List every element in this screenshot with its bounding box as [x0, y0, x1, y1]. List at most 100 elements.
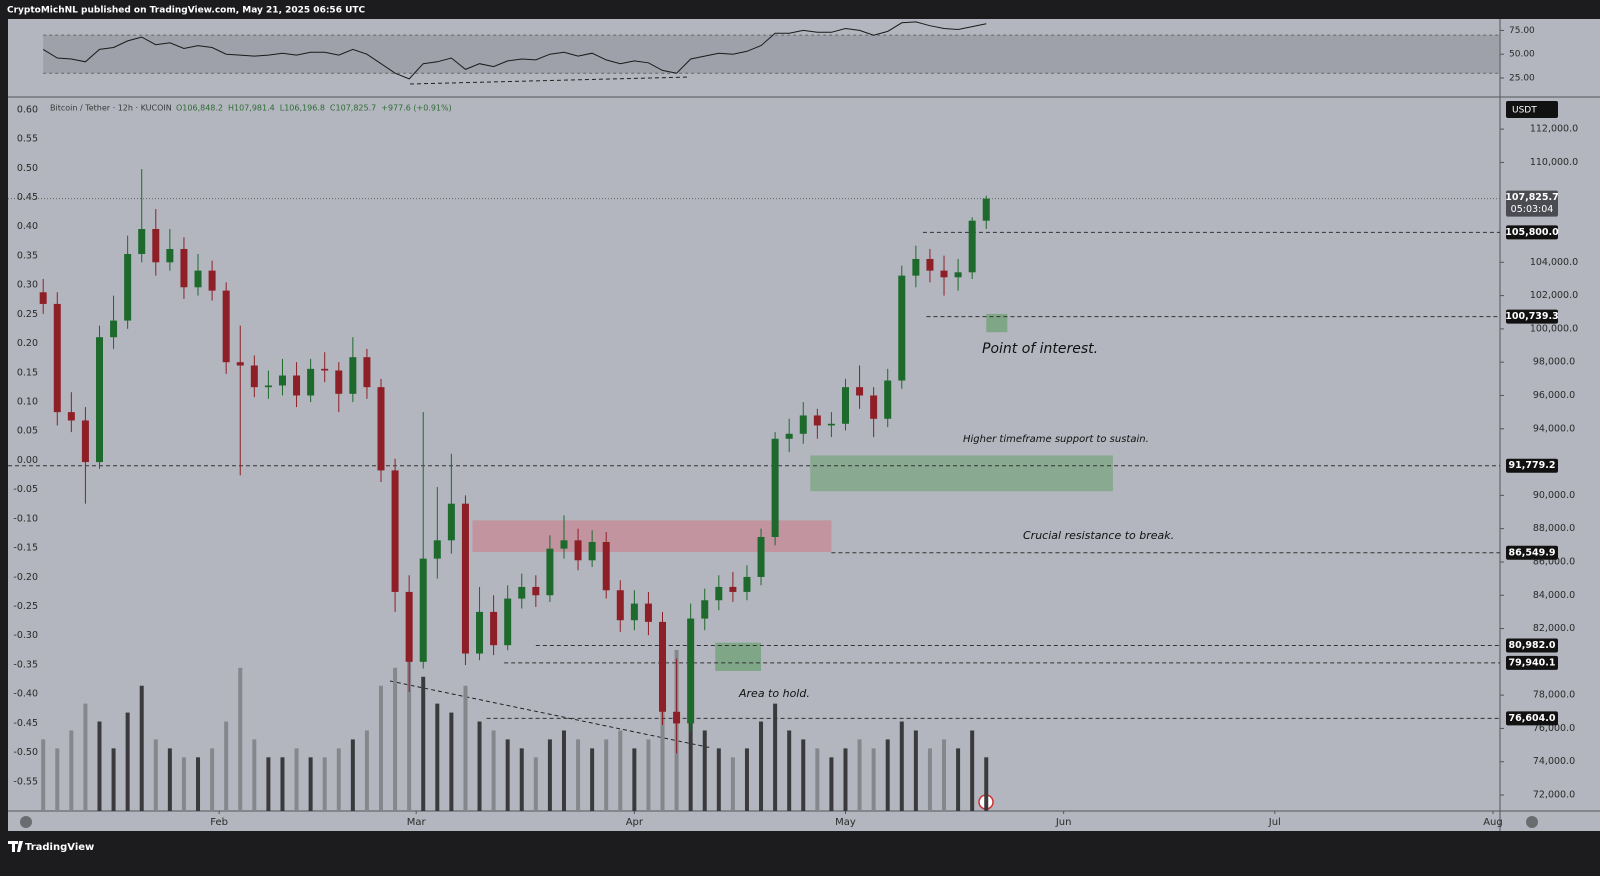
volume-bar — [336, 748, 341, 811]
price-label-box — [1506, 309, 1558, 324]
volume-bar — [252, 739, 257, 811]
y-tick-label: 110,000.0 — [1530, 157, 1578, 168]
candle-body — [729, 586, 737, 592]
volume-bar — [604, 739, 609, 811]
left-tick-label: -0.15 — [13, 543, 38, 554]
price-label-box — [1506, 225, 1558, 240]
volume-bar — [787, 730, 792, 811]
volume-bar — [477, 721, 482, 811]
volume-bar — [519, 748, 524, 811]
rsi-divergence-line — [409, 76, 691, 85]
y-tick-label: 102,000.0 — [1530, 290, 1578, 301]
volume-bar — [125, 712, 130, 811]
left-tick-label: -0.05 — [13, 484, 38, 495]
volume-bar — [322, 757, 327, 811]
volume-bar — [407, 641, 412, 811]
y-tick-label: 72,000.0 — [1533, 790, 1575, 801]
candle-body — [278, 375, 286, 386]
countdown: 05:03:04 — [1511, 204, 1554, 215]
price-label-box — [1506, 545, 1558, 560]
candle-body — [391, 470, 399, 592]
candle-body — [659, 621, 667, 712]
volume-bar — [984, 757, 989, 811]
volume-bar — [210, 748, 215, 811]
candle-body — [95, 337, 103, 463]
x-tick-label: Apr — [626, 817, 644, 828]
y-tick-label: 86,000.0 — [1533, 556, 1575, 567]
candle-body — [926, 258, 934, 271]
volume-bar — [83, 703, 88, 811]
volume-bar — [927, 748, 932, 811]
volume-bar — [364, 730, 369, 811]
volume-bar — [97, 721, 102, 811]
annotation: Area to hold. — [738, 687, 810, 700]
candle-body — [307, 368, 315, 396]
left-tick-label: 0.35 — [17, 250, 38, 261]
candle-body — [940, 270, 948, 278]
candle-body — [588, 541, 596, 561]
price-label: 86,549.9 — [1509, 547, 1556, 558]
y-tick-label: 84,000.0 — [1533, 590, 1575, 601]
candle-body — [870, 395, 878, 419]
x-tick-label: Mar — [407, 817, 427, 828]
left-tick-label: 0.30 — [17, 280, 38, 291]
brand: TradingView — [25, 842, 94, 853]
y-tick-label: 82,000.0 — [1533, 623, 1575, 634]
candle-body — [335, 370, 343, 394]
candle-body — [827, 423, 835, 426]
y-tick-label: 100,000.0 — [1530, 323, 1578, 334]
current-price-label: 107,825.7 — [1505, 192, 1559, 203]
annotation: Higher timeframe support to sustain. — [963, 434, 1149, 445]
brand-logo — [8, 841, 23, 852]
candle-body — [236, 362, 244, 366]
volume-bar — [702, 730, 707, 811]
volume-bar — [421, 676, 426, 811]
volume-bar — [815, 748, 820, 811]
candle-body — [687, 618, 695, 724]
header-title: CryptoMichNL published on TradingView.co… — [7, 6, 366, 16]
candle-body — [771, 438, 779, 537]
rsi-band — [43, 35, 1500, 74]
volume-bar — [576, 739, 581, 811]
candle-body — [490, 611, 498, 646]
volume-bar — [350, 739, 355, 811]
axis-button[interactable] — [1526, 816, 1538, 828]
volume-bar — [393, 667, 398, 811]
y-tick-label: 112,000.0 — [1530, 124, 1578, 135]
annotation: Point of interest. — [982, 341, 1098, 357]
candle-body — [321, 368, 329, 371]
candle-body — [39, 292, 47, 304]
volume-bar — [379, 685, 383, 811]
candle-body — [785, 433, 793, 439]
currency: USDT — [1512, 106, 1537, 116]
rsi-tick-label: 25.00 — [1509, 73, 1535, 83]
volume-bar — [280, 757, 285, 811]
left-tick-label: 0.40 — [17, 221, 38, 232]
left-tick-label: 0.15 — [17, 367, 38, 378]
left-tick-label: 0.60 — [17, 104, 38, 115]
current-price-box — [1506, 190, 1558, 217]
axis-button[interactable] — [20, 816, 32, 828]
candle-body — [884, 380, 892, 419]
volume-bar — [139, 685, 144, 811]
price-label: 105,800.0 — [1505, 227, 1559, 238]
price-label: 76,604.0 — [1509, 713, 1556, 724]
volume-bar — [153, 739, 158, 811]
candle-body — [630, 603, 638, 621]
y-tick-label: 94,000.0 — [1533, 423, 1575, 434]
candle-body — [757, 536, 765, 577]
symbol: Bitcoin / Tether · 12h · KUCOIN — [50, 104, 172, 113]
volume-bar — [435, 703, 440, 811]
candle-body — [293, 375, 301, 396]
candle-body — [81, 420, 89, 463]
volume-bar — [505, 739, 510, 811]
volume-bar — [196, 757, 201, 811]
volume-bar — [181, 757, 186, 811]
y-tick-label: 98,000.0 — [1533, 357, 1575, 368]
volume-bar — [618, 730, 623, 811]
candle-body — [799, 415, 807, 434]
left-tick-label: -0.10 — [13, 513, 38, 524]
volume-bar — [744, 748, 749, 811]
candle-body — [138, 229, 146, 254]
